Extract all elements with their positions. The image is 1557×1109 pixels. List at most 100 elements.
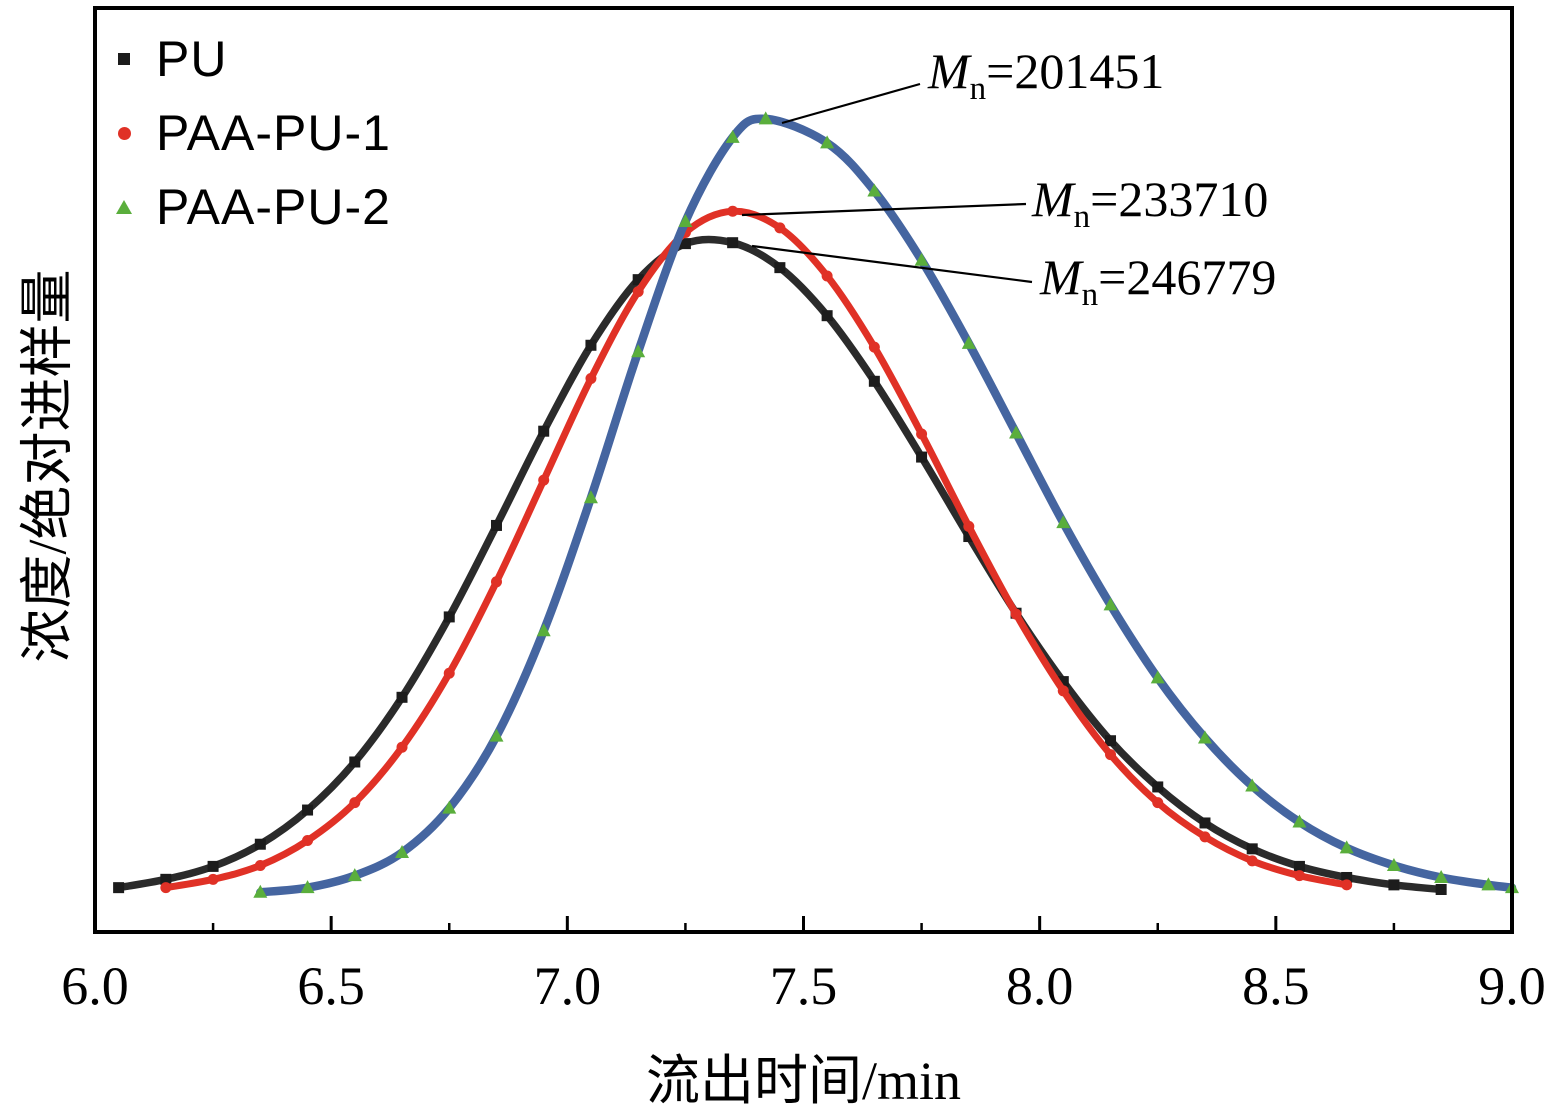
triangle-marker-icon — [867, 183, 882, 197]
square-marker-icon — [160, 873, 172, 885]
annotation-mn-label: Mn=201451 — [928, 43, 1165, 107]
triangle-marker-icon — [1197, 730, 1212, 744]
legend-marker-box — [106, 126, 142, 140]
square-marker-icon — [538, 425, 550, 437]
square-marker-icon — [207, 860, 219, 872]
circle-marker-icon — [1152, 797, 1164, 809]
square-marker-icon — [679, 238, 691, 250]
series-line-paa-pu-2 — [256, 114, 1517, 897]
triangle-marker-icon — [300, 880, 315, 894]
square-marker-icon — [254, 838, 266, 850]
x-tick-label: 7.0 — [534, 956, 602, 1016]
triangle-marker-icon — [1339, 840, 1354, 854]
square-marker-icon — [916, 451, 928, 463]
triangle-marker-icon — [1386, 857, 1401, 871]
legend-marker-box — [106, 53, 142, 65]
circle-marker-icon — [443, 667, 455, 679]
triangle-marker-icon — [1481, 877, 1496, 891]
legend-item-paa-pu-1: PAA-PU-1 — [106, 96, 391, 170]
circle-marker-icon — [916, 428, 928, 440]
square-marker-icon — [118, 53, 130, 65]
square-marker-icon — [349, 756, 361, 768]
annotation-mn-label: Mn=233710 — [1032, 171, 1269, 235]
triangle-marker-icon — [758, 111, 773, 125]
square-marker-icon — [632, 274, 644, 286]
square-marker-icon — [774, 262, 786, 274]
triangle-marker-icon — [1056, 515, 1071, 529]
circle-marker-icon — [160, 882, 172, 894]
square-marker-icon — [490, 519, 502, 531]
x-tick-label: 6.0 — [61, 956, 129, 1016]
triangle-marker-icon — [253, 884, 268, 898]
square-marker-icon — [585, 339, 597, 351]
square-marker-icon — [1105, 735, 1117, 747]
triangle-marker-icon — [489, 728, 504, 742]
circle-marker-icon — [632, 286, 644, 298]
square-marker-icon — [443, 611, 455, 623]
triangle-marker-icon — [678, 213, 693, 227]
x-tick-label: 8.0 — [1006, 956, 1074, 1016]
x-tick-label: 8.5 — [1242, 956, 1310, 1016]
x-tick-label: 9.0 — [1478, 956, 1546, 1016]
annotation-mn-label: Mn=246779 — [1040, 249, 1277, 313]
triangle-marker-icon — [1103, 597, 1118, 611]
circle-marker-icon — [117, 126, 131, 140]
square-marker-icon — [1388, 879, 1400, 891]
square-marker-icon — [302, 804, 314, 816]
annotation-leader-line — [751, 244, 1033, 284]
x-tick-label: 6.5 — [297, 956, 365, 1016]
circle-marker-icon — [963, 520, 975, 532]
circle-marker-icon — [1341, 879, 1353, 891]
triangle-marker-icon — [1245, 778, 1260, 792]
triangle-marker-icon — [442, 800, 457, 814]
triangle-marker-icon — [631, 344, 646, 358]
circle-marker-icon — [254, 859, 266, 871]
circle-marker-icon — [727, 205, 739, 217]
circle-marker-icon — [1199, 831, 1211, 843]
triangle-marker-icon — [116, 200, 132, 214]
circle-marker-icon — [1010, 608, 1022, 620]
circle-marker-icon — [1293, 870, 1305, 882]
square-marker-icon — [1199, 817, 1211, 829]
square-marker-icon — [396, 691, 408, 703]
legend-label-paa-pu-1: PAA-PU-1 — [156, 105, 391, 161]
circle-marker-icon — [868, 341, 880, 353]
circle-marker-icon — [538, 474, 550, 486]
triangle-marker-icon — [725, 129, 740, 143]
square-marker-icon — [113, 882, 125, 894]
square-marker-icon — [868, 375, 880, 387]
triangle-marker-icon — [961, 335, 976, 349]
circle-marker-icon — [1246, 855, 1258, 867]
legend-label-paa-pu-2: PAA-PU-2 — [156, 179, 391, 235]
circle-marker-icon — [774, 222, 786, 234]
square-marker-icon — [821, 310, 833, 322]
triangle-marker-icon — [347, 868, 362, 882]
annotation-leader-line — [741, 202, 1027, 217]
annotation-leader-line — [781, 82, 921, 125]
triangle-marker-icon — [1009, 425, 1024, 439]
legend-marker-box — [106, 200, 142, 214]
circle-marker-icon — [207, 873, 219, 885]
y-axis-title: 浓度/绝对进样量 — [17, 269, 78, 663]
triangle-marker-icon — [1434, 869, 1449, 883]
triangle-marker-icon — [820, 135, 835, 149]
x-axis-title: 流出时间/min — [645, 1051, 961, 1109]
square-marker-icon — [1057, 676, 1069, 688]
circle-marker-icon — [490, 576, 502, 588]
square-marker-icon — [1246, 843, 1258, 855]
series-line-pu — [114, 235, 1445, 894]
square-marker-icon — [963, 531, 975, 543]
triangle-marker-icon — [536, 623, 551, 637]
square-marker-icon — [1152, 781, 1164, 793]
triangle-marker-icon — [583, 490, 598, 504]
triangle-marker-icon — [914, 252, 929, 266]
triangle-marker-icon — [1150, 670, 1165, 684]
triangle-marker-icon — [1292, 814, 1307, 828]
circle-marker-icon — [585, 373, 597, 385]
square-marker-icon — [1293, 860, 1305, 872]
x-tick-label: 7.5 — [770, 956, 838, 1016]
square-marker-icon — [1435, 883, 1447, 895]
circle-marker-icon — [302, 835, 314, 847]
